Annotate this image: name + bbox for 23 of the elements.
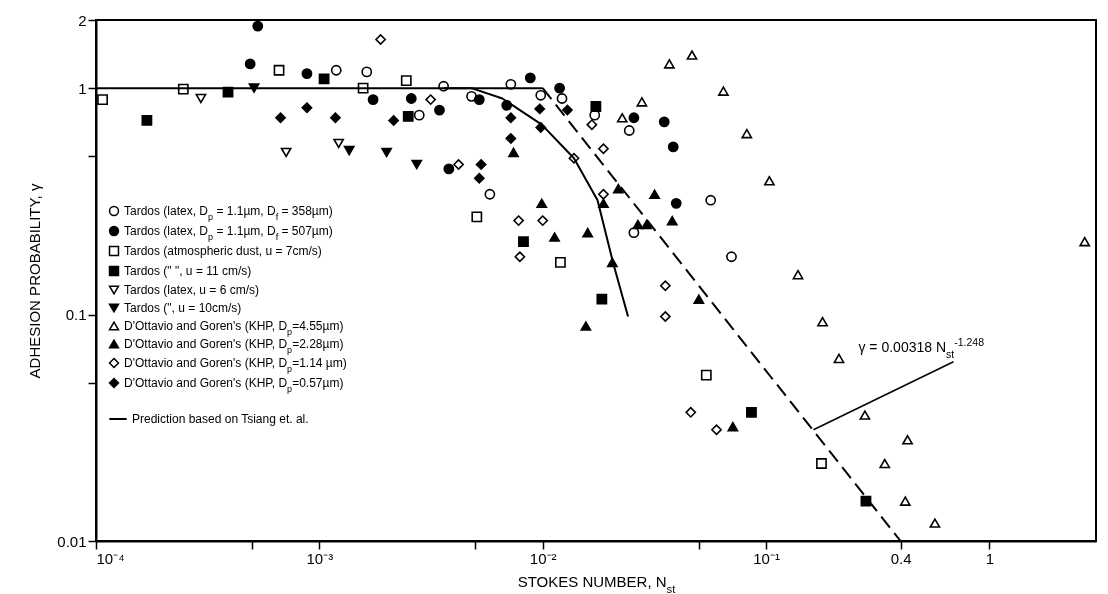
legend-label: Prediction based on Tsiang et. al.: [132, 412, 309, 426]
y-tick-label: 1: [78, 79, 87, 97]
y-axis-title: ADHESION PROBABILITY, γ: [26, 183, 44, 379]
x-tick-label: 1: [985, 549, 995, 567]
legend-label: D'Ottavio and Goren's (KHP, D$_{p}$=4.55µm): [124, 319, 344, 337]
x-tick-label: 10⁻²: [529, 549, 557, 567]
legend-label: Tardos (", u = 10cm/s): [124, 301, 242, 315]
x-tick-label: 0.4: [890, 549, 912, 567]
y-tick-label: 2: [78, 11, 87, 29]
legend-label: Tardos (latex, D$_{p}$ = 1.1µm, D$_{f}$ = 507µm): [124, 224, 333, 242]
legend-label: D'Ottavio and Goren's (KHP, D$_{p}$=2.28µm): [124, 337, 344, 355]
legend-label: Tardos (latex, D$_{p}$ = 1.1µm, D$_{f}$ = 358µm): [124, 204, 333, 222]
legend-label: D'Ottavio and Goren's (KHP, D$_{p}$=0.57µm): [124, 376, 344, 394]
x-axis-title: STOKES NUMBER, N$_{st}$: [517, 572, 677, 594]
legend-label: Tardos (" ", u = 11 cm/s): [124, 264, 252, 278]
legend-label: Tardos (atmospheric dust, u = 7cm/s): [124, 244, 322, 258]
x-tick-label: 10⁻¹: [753, 549, 780, 567]
legend-label: D'Ottavio and Goren's (KHP, D$_{p}$=1.14 µm): [124, 356, 347, 374]
y-tick-label: 0.01: [57, 532, 87, 550]
legend-label: Tardos (latex, u = 6 cm/s): [124, 283, 260, 297]
y-tick-label: 0.1: [65, 306, 87, 324]
x-tick-label: 10⁻³: [306, 549, 334, 567]
x-tick-label: 10⁻⁴: [96, 549, 125, 567]
